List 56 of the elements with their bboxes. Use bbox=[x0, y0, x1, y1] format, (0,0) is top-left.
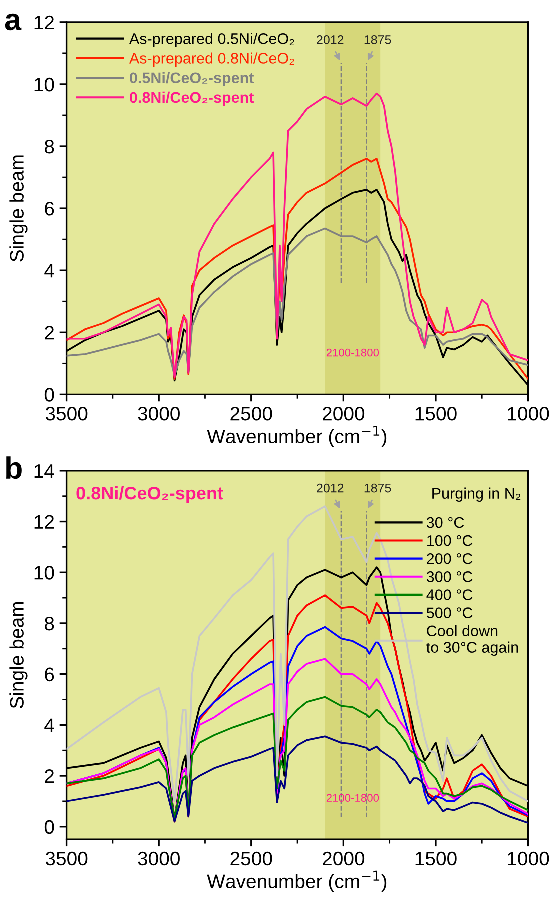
ref-line-label: 1875 bbox=[364, 36, 392, 44]
legend-title: Purging in N₂ bbox=[432, 488, 521, 502]
legend-label: Cool down to 30°C again bbox=[426, 625, 518, 656]
band-label: 2100-1800 bbox=[326, 794, 380, 802]
x-tick-label: 2500 bbox=[230, 407, 272, 421]
legend-label: 0.5Ni/CeO₂-spent bbox=[130, 72, 254, 87]
ref-line-label: 2012 bbox=[317, 484, 344, 493]
y-tick-label: 10 bbox=[34, 566, 54, 580]
legend-label: As-prepared 0.8Ni/CeO₂ bbox=[129, 52, 294, 67]
y-axis-title: Single beam bbox=[10, 602, 28, 708]
x-tick-label: 1500 bbox=[416, 407, 457, 421]
legend-label: 200 °C bbox=[427, 553, 473, 564]
band-label: 2100-1800 bbox=[326, 348, 380, 357]
y-tick-label: 12 bbox=[34, 16, 54, 30]
chart-title: b bbox=[6, 456, 22, 480]
legend-label: As-prepared 0.5Ni/CeO₂ bbox=[129, 33, 294, 48]
x-axis-title: Wavenumber (cm$^{−1}$) bbox=[207, 870, 387, 892]
y-tick-label: 8 bbox=[45, 140, 54, 154]
y-axis-title: Single beam bbox=[10, 156, 28, 262]
legend-label: 400 °C bbox=[426, 590, 473, 600]
y-tick-label: 4 bbox=[44, 718, 54, 732]
line-series bbox=[66, 506, 528, 802]
legend-label: 500 °C bbox=[426, 608, 473, 618]
y-tick-label: 14 bbox=[34, 464, 54, 478]
x-tick-label: 3000 bbox=[138, 407, 180, 421]
x-tick-label: 2000 bbox=[323, 407, 365, 421]
ref-line-label: 1875 bbox=[364, 484, 392, 493]
x-tick-label: 3500 bbox=[46, 852, 88, 866]
y-tick-label: 4 bbox=[44, 264, 54, 278]
line-series bbox=[66, 736, 528, 824]
y-tick-label: 10 bbox=[34, 78, 54, 92]
legend-label: 30 °C bbox=[426, 517, 464, 528]
x-tick-label: 3000 bbox=[138, 852, 180, 866]
y-tick-label: 6 bbox=[45, 202, 54, 216]
x-tick-label: 2500 bbox=[230, 852, 272, 866]
line-series bbox=[66, 696, 528, 819]
chart-title: a bbox=[5, 14, 22, 31]
y-tick-label: 0 bbox=[44, 388, 54, 402]
legend-label: 300 °C bbox=[426, 572, 473, 582]
y-tick-label: 12 bbox=[34, 515, 54, 529]
y-tick-label: 8 bbox=[45, 616, 54, 631]
y-tick-label: 0 bbox=[44, 820, 54, 834]
line-series bbox=[66, 92, 528, 379]
x-axis-title: Wavenumber (cm$^{−1}$) bbox=[207, 426, 387, 448]
legend-label: 100 °C bbox=[428, 535, 473, 546]
legend-label: 0.8Ni/CeO₂-spent bbox=[130, 92, 254, 106]
x-tick-label: 2000 bbox=[323, 852, 365, 866]
x-tick-label: 3500 bbox=[46, 407, 88, 421]
y-tick-label: 2 bbox=[45, 769, 54, 784]
annotation: 0.8Ni/CeO₂-spent bbox=[76, 486, 224, 504]
x-tick-label: 1500 bbox=[416, 852, 457, 866]
y-tick-label: 6 bbox=[45, 668, 54, 682]
ref-line-label: 2012 bbox=[317, 36, 344, 44]
x-tick-label: 1000 bbox=[508, 407, 550, 421]
y-tick-label: 2 bbox=[45, 326, 54, 340]
x-tick-label: 1000 bbox=[508, 852, 550, 866]
